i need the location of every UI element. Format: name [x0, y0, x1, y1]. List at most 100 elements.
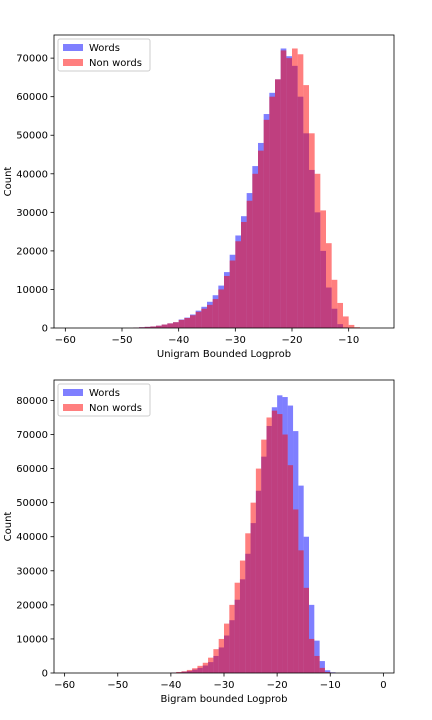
x-tick-label: −40 — [160, 680, 181, 691]
histogram-bar-non-words — [348, 324, 355, 328]
histogram-bar-non-words — [309, 638, 315, 673]
y-tick-label: 70000 — [16, 430, 48, 441]
x-tick-label: −10 — [338, 335, 359, 346]
histogram-bar-non-words — [271, 410, 278, 673]
bigram-y-axis-label: Count — [3, 512, 14, 542]
x-tick-label: −20 — [281, 335, 302, 346]
bigram-x-ticks: −60 −50 −40 −30 −20 −10 0 — [54, 673, 387, 691]
histogram-bar-non-words — [343, 316, 349, 328]
bigram-x-axis-label: Bigram bounded Logprob — [161, 694, 288, 705]
x-tick-label: 0 — [380, 680, 386, 691]
histogram-bar-non-words — [218, 638, 224, 673]
histogram-bar-words — [319, 661, 325, 673]
histogram-bar-non-words — [277, 414, 283, 673]
histogram-bar-non-words — [314, 173, 321, 328]
histogram-bar-non-words — [224, 623, 230, 673]
y-tick-label: 30000 — [16, 566, 48, 577]
histogram-bar-non-words — [246, 200, 253, 328]
histogram-bar-non-words — [275, 79, 281, 328]
y-tick-label: 40000 — [16, 169, 48, 180]
histogram-bar-non-words — [224, 275, 230, 328]
histogram-bar-non-words — [245, 533, 251, 673]
histogram-bar-non-words — [201, 308, 207, 328]
x-tick-label: −60 — [54, 680, 75, 691]
legend-label-non-words: Non words — [89, 403, 142, 414]
histogram-bar-non-words — [184, 317, 190, 328]
y-tick-label: 60000 — [16, 92, 48, 103]
histogram-bar-non-words — [195, 311, 202, 328]
histogram-bar-non-words — [144, 326, 151, 328]
y-tick-label: 40000 — [16, 532, 48, 543]
unigram-axes-frame — [53, 34, 395, 329]
histogram-bar-non-words — [292, 48, 298, 329]
histogram-bar-non-words — [293, 509, 299, 673]
histogram-bar-non-words — [309, 133, 315, 328]
y-tick-label: 50000 — [16, 498, 48, 509]
histogram-bar-non-words — [286, 58, 292, 328]
y-tick-label: 0 — [42, 324, 48, 335]
y-tick-label: 60000 — [16, 464, 48, 475]
unigram-y-axis-label: Count — [3, 167, 14, 197]
histogram-bar-non-words — [173, 322, 179, 328]
x-tick-label: −50 — [107, 680, 128, 691]
histogram-bar-non-words — [269, 96, 275, 329]
bigram-bars — [170, 395, 336, 673]
x-tick-label: −30 — [225, 335, 246, 346]
histogram-bar-non-words — [150, 326, 156, 328]
bigram-y-ticks: 0 10000 20000 30000 40000 50000 60000 70000 8000… — [16, 396, 54, 680]
histogram-bar-non-words — [258, 150, 264, 328]
x-tick-label: −10 — [320, 680, 341, 691]
x-tick-label: −20 — [267, 680, 288, 691]
legend-label-words: Words — [89, 388, 120, 399]
histogram-bar-non-words — [167, 323, 173, 328]
unigram-y-ticks: 0 10000 20000 30000 40000 50000 60000 70000 — [16, 54, 54, 335]
legend-swatch-non-words — [63, 404, 83, 411]
histogram-bar-non-words — [303, 85, 309, 328]
histogram-bar-non-words — [255, 468, 262, 673]
histogram-bar-non-words — [178, 319, 185, 328]
histogram-bar-non-words — [213, 649, 219, 673]
histogram-bar-non-words — [234, 582, 240, 673]
unigram-bars — [133, 48, 360, 329]
histogram-bar-non-words — [297, 54, 304, 329]
histogram-bar-non-words — [314, 655, 320, 673]
unigram-x-ticks: −60 −50 −40 −30 −20 −10 — [55, 328, 359, 346]
histogram-bar-non-words — [331, 279, 338, 328]
histogram-bar-non-words — [192, 668, 198, 673]
y-tick-label: 0 — [42, 669, 48, 680]
histogram-bar-non-words — [319, 667, 325, 673]
legend-label-non-words: Non words — [89, 58, 142, 69]
plot-frame — [53, 34, 395, 329]
histogram-bar-non-words — [208, 657, 214, 673]
legend-swatch-words — [63, 44, 83, 51]
histogram-bar-non-words — [298, 550, 304, 673]
y-tick-label: 80000 — [16, 396, 48, 407]
legend-label-words: Words — [89, 43, 120, 54]
y-tick-label: 20000 — [16, 246, 48, 257]
x-tick-label: −40 — [168, 335, 189, 346]
histogram-bar-non-words — [303, 587, 309, 673]
histogram-bar-non-words — [156, 325, 162, 328]
histogram-bar-non-words — [320, 210, 326, 328]
legend-swatch-non-words — [63, 59, 83, 66]
histogram-bar-non-words — [181, 671, 187, 673]
histogram-bar-non-words — [202, 662, 209, 673]
legend-swatch-words — [63, 389, 83, 396]
histogram-bar-non-words — [207, 304, 213, 328]
x-tick-label: −60 — [55, 335, 76, 346]
histogram-bar-non-words — [252, 173, 258, 328]
histogram-bar-non-words — [197, 665, 203, 673]
histogram-bar-non-words — [161, 324, 168, 328]
histogram-bar-non-words — [218, 289, 224, 328]
bigram-legend: Words Non words — [57, 383, 151, 417]
histogram-bar-non-words — [250, 502, 256, 673]
histogram-bar-non-words — [280, 50, 287, 328]
y-tick-label: 30000 — [16, 208, 48, 219]
histogram-bar-non-words — [324, 671, 331, 673]
histogram-bar-non-words — [186, 669, 193, 673]
histogram-bar-non-words — [176, 671, 182, 673]
unigram-histogram-panel: −60 −50 −40 −30 −20 −10 0 10000 20000 30000 40000… — [3, 34, 395, 360]
histogram-bar-non-words — [229, 260, 236, 328]
y-tick-label: 70000 — [16, 54, 48, 65]
